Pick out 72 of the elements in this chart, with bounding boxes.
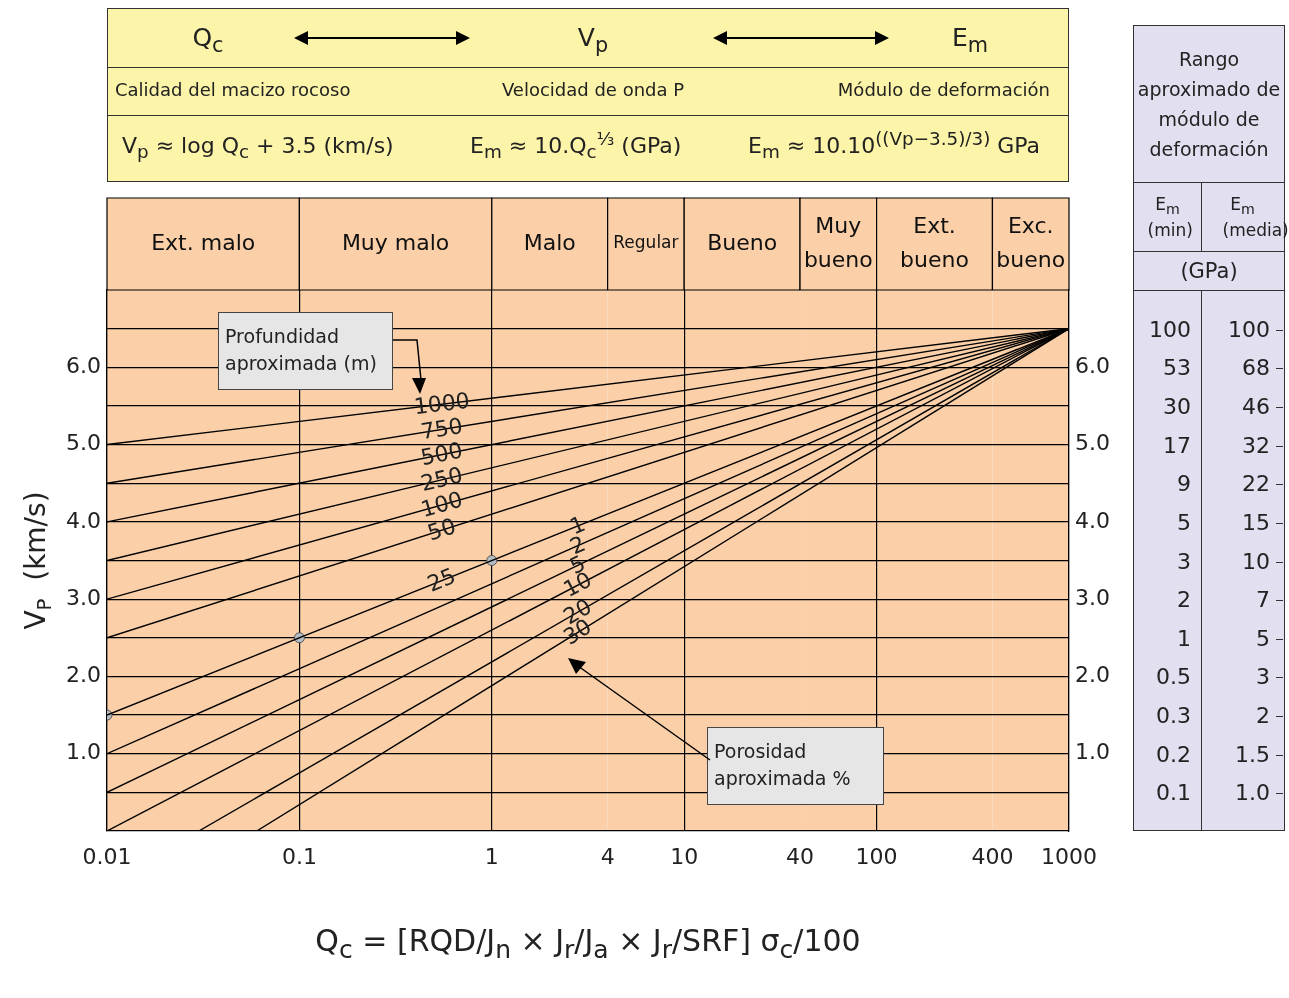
y2-tick-label: 4.0 xyxy=(1075,507,1110,533)
annotation: Profundidad aproximada (m) xyxy=(218,312,393,390)
band-label: Exc. bueno xyxy=(996,212,1066,272)
y-tick-label: 2.0 xyxy=(66,662,101,688)
x-tick-label: 1 xyxy=(484,843,499,869)
text: V$_{p}$ xyxy=(577,23,609,57)
category-label: E$_{m}$ (min) xyxy=(1147,193,1193,242)
text: 0.5 xyxy=(1156,663,1191,692)
text: 5 xyxy=(1256,624,1270,653)
text: 100 xyxy=(1149,315,1191,344)
x-tick-label: 0.1 xyxy=(281,843,317,869)
x-tick-label: 0.01 xyxy=(82,843,132,869)
y-tick-label: 4.0 xyxy=(66,507,101,533)
text: 3 xyxy=(1177,547,1191,576)
x-tick-label: 10 xyxy=(670,843,699,869)
text: 7 xyxy=(1256,586,1270,615)
text: 46 xyxy=(1242,392,1270,421)
x-tick-label: 1000 xyxy=(1041,843,1097,869)
text: Q$_{c}$ xyxy=(192,23,224,57)
text: 10 xyxy=(1242,547,1270,576)
y2-tick-label: 2.0 xyxy=(1075,662,1110,688)
text: E$_{m}$ ≈ 10.10$^{((Vp−3.5)/3)}$ GPa xyxy=(748,127,1041,163)
text: 30 xyxy=(1163,392,1191,421)
text: 2 xyxy=(1256,702,1270,731)
text: E$_{m}$ ≈ 10.Q$_{c}$$^{⅓}$ (GPa) xyxy=(470,127,682,163)
band-label: Regular xyxy=(613,232,679,253)
x-tick-label: 100 xyxy=(855,843,898,869)
text: 5 xyxy=(1177,508,1191,537)
y2-tick-label: 6.0 xyxy=(1075,353,1110,378)
text: 1 xyxy=(1177,624,1191,653)
text: 32 xyxy=(1242,431,1270,460)
text: 15 xyxy=(1242,508,1270,537)
y-tick-label: 1.0 xyxy=(66,739,101,765)
text: 68 xyxy=(1242,354,1270,383)
band-label: Malo xyxy=(523,229,576,255)
y2-tick-label: 5.0 xyxy=(1075,430,1110,456)
band-label: Ext. malo xyxy=(151,229,256,255)
text: 25 xyxy=(423,563,460,597)
y-axis-title: VP (km/s) xyxy=(19,491,56,630)
text: Módulo de deformación xyxy=(837,79,1050,100)
text: 1.5 xyxy=(1235,740,1270,769)
text: V$_{p}$ ≈ log Q$_{c}$ + 3.5 (km/s) xyxy=(122,133,394,163)
text: 0.1 xyxy=(1156,779,1191,808)
text: 22 xyxy=(1242,470,1270,499)
y2-tick-label: 1.0 xyxy=(1075,739,1110,765)
band-label: Muy malo xyxy=(341,229,450,255)
text: 9 xyxy=(1177,470,1191,499)
x-tick-label: 4 xyxy=(600,843,615,869)
text: Rango aproximado de módulo de deformación xyxy=(1134,26,1284,183)
text: 100 xyxy=(1228,315,1270,344)
text: 1.0 xyxy=(1235,779,1270,808)
text: 3 xyxy=(1256,663,1270,692)
band-label: Bueno xyxy=(707,229,778,255)
y-tick-label: 3.0 xyxy=(66,584,101,610)
text: 17 xyxy=(1163,431,1191,460)
annotation: Porosidad aproximada % xyxy=(707,727,884,805)
text: Calidad del macizo rocoso xyxy=(115,79,351,100)
text: Velocidad de onda P xyxy=(501,79,685,100)
text: E$_{m}$ xyxy=(951,23,989,57)
y-tick-label: 6.0 xyxy=(66,353,101,378)
text: 0.3 xyxy=(1156,702,1191,731)
band-label: Ext. bueno xyxy=(900,212,969,272)
y-tick-label: 5.0 xyxy=(66,430,101,456)
y2-tick-label: 3.0 xyxy=(1075,584,1110,610)
text: 2 xyxy=(1177,586,1191,615)
text: (GPa) xyxy=(1134,251,1284,291)
text: 0.2 xyxy=(1156,740,1191,769)
band-label: Muy bueno xyxy=(803,212,873,272)
x-tick-label: 400 xyxy=(971,843,1014,869)
text: Q$_{c}$ = [RQD/J$_{n}$ × J$_{r}$/J$_{a}$ × J$_{r}$/SRF] σ$_{c}$/100 xyxy=(315,923,861,964)
text: 53 xyxy=(1163,354,1191,383)
x-tick-label: 40 xyxy=(786,843,815,869)
